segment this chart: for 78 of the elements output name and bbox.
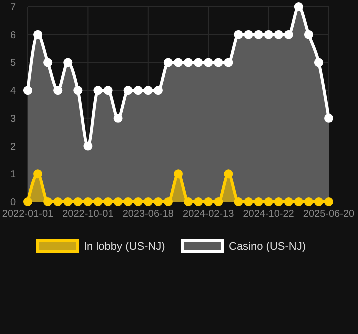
y-tick-label: 1 (10, 170, 16, 181)
point (144, 198, 153, 206)
point (224, 58, 234, 68)
point (104, 198, 113, 206)
point (184, 58, 194, 68)
point (254, 198, 264, 206)
point (284, 198, 294, 206)
point (214, 198, 224, 206)
point (244, 198, 254, 206)
point (134, 86, 143, 96)
point (324, 114, 334, 123)
point (194, 58, 204, 68)
y-tick-label: 5 (10, 58, 16, 70)
x-tick-label: 2024-10-22 (243, 209, 295, 220)
point (124, 198, 133, 206)
point (84, 198, 93, 206)
x-tick-label: 2025-06-20 (303, 209, 356, 220)
x-tick-label: 2024-02-13 (183, 209, 235, 220)
point (174, 58, 183, 68)
point (64, 198, 73, 206)
y-tick-label: 7 (10, 2, 16, 14)
point (154, 86, 163, 96)
point (54, 198, 63, 206)
point (94, 86, 103, 96)
point (234, 30, 244, 40)
y-tick-label: 2 (10, 142, 16, 153)
point (64, 58, 73, 68)
point (244, 30, 254, 40)
point (294, 198, 304, 206)
legend-label: In lobby (US-NJ) (84, 240, 166, 253)
point (274, 30, 284, 40)
point (104, 86, 113, 96)
point (134, 198, 143, 206)
point (24, 198, 32, 206)
point (204, 58, 214, 68)
point (304, 30, 314, 40)
point (44, 58, 53, 68)
point (24, 86, 32, 96)
point (324, 198, 334, 206)
point (74, 86, 83, 96)
point (164, 198, 173, 206)
point (164, 58, 173, 68)
point (34, 30, 43, 40)
point (54, 86, 63, 96)
y-tick-label: 6 (10, 30, 16, 42)
point (174, 170, 183, 179)
point (34, 170, 43, 179)
point (114, 198, 123, 206)
point (224, 170, 234, 179)
point (214, 58, 224, 68)
point (74, 198, 83, 206)
point (84, 142, 93, 151)
legend-label: Casino (US-NJ) (229, 240, 306, 253)
x-tick-label: 2022-10-01 (62, 209, 114, 220)
point (264, 30, 274, 40)
y-tick-label: 4 (10, 86, 16, 98)
point (204, 198, 214, 206)
point (144, 86, 153, 96)
point (184, 198, 194, 206)
x-tick-label: 2023-06-18 (122, 209, 174, 220)
point (154, 198, 163, 206)
point (304, 198, 314, 206)
y-tick-label: 0 (10, 198, 16, 208)
point (94, 198, 103, 206)
point (114, 114, 123, 123)
point (254, 30, 264, 40)
point (314, 198, 324, 206)
point (234, 198, 244, 206)
point (314, 58, 324, 68)
point (294, 2, 304, 12)
point (284, 30, 294, 40)
point (124, 86, 133, 96)
y-tick-label: 3 (10, 114, 16, 125)
point (194, 198, 204, 206)
x-tick-label: 2022-01-01 (2, 209, 54, 220)
point (274, 198, 284, 206)
point (44, 198, 53, 206)
point (264, 198, 274, 206)
